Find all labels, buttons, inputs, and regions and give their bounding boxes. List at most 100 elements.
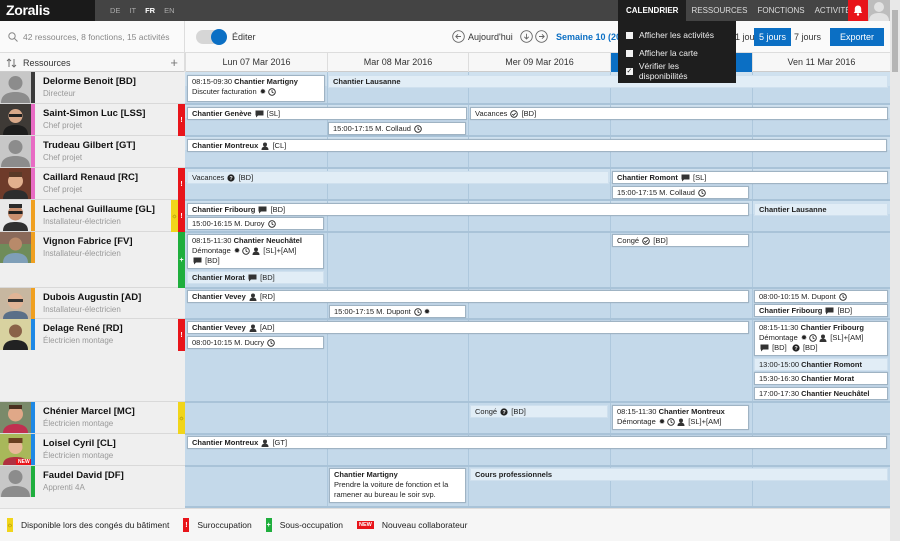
resource-row[interactable]: Lachenal Guillaume [GL] Installateur-éle… [0, 200, 185, 232]
nav-fonctions[interactable]: FONCTIONS [757, 6, 805, 15]
event-bar[interactable]: Vacances [BD] [470, 107, 888, 120]
resource-row[interactable]: NEW Loisel Cyril [CL] Électricien montag… [0, 434, 185, 466]
event-tag: [BD] [653, 236, 668, 245]
menu-item-check-availability[interactable]: ✓ Vérifier les disponibilités [626, 61, 728, 81]
event-bar[interactable]: 08:00-10:15 M. Dupont [754, 290, 888, 303]
view-5-days-button[interactable]: 5 jours [754, 28, 792, 46]
event-bar[interactable]: Chantier Fribourg [BD] [187, 203, 749, 216]
week-label[interactable]: Semaine 10 (2016) [556, 32, 635, 42]
event-line-2: Démontage ✹ [SL]+[AM] [192, 246, 319, 256]
lang-it[interactable]: IT [129, 6, 137, 15]
resource-name: Dubois Augustin [AD] [43, 292, 142, 303]
resource-name: Caillard Renaud [RC] [43, 172, 139, 183]
prev-arrow-icon[interactable] [452, 30, 465, 43]
event-bar[interactable]: 15:30-16:30 Chantier Morat [754, 372, 888, 385]
search-input[interactable]: 42 ressources, 8 fonctions, 15 activités [23, 32, 170, 42]
sort-icon[interactable] [6, 57, 17, 68]
event-bar[interactable]: Chantier Lausanne [328, 75, 888, 88]
event-bar[interactable]: Chantier Vevey [RD] [187, 290, 749, 303]
lang-de[interactable]: DE [110, 6, 121, 15]
checkbox-unchecked-icon[interactable] [626, 49, 633, 57]
event-bar[interactable]: 08:00-10:15 M. Ducry [187, 336, 324, 349]
lang-fr[interactable]: FR [145, 6, 156, 15]
notifications-button[interactable] [848, 0, 868, 21]
row-separator [185, 167, 890, 169]
checkbox-unchecked-icon[interactable] [626, 31, 633, 39]
view-1-day-button[interactable]: 1 jour [735, 21, 758, 53]
resource-row[interactable]: Delage René [RD] Électricien montage ! [0, 319, 185, 402]
nav-ressources[interactable]: RESSOURCES [691, 6, 748, 15]
resource-row[interactable]: Delorme Benoit [BD] Directeur [0, 72, 185, 104]
event-bar[interactable]: 13:00-15:00 Chantier Romont [754, 358, 888, 371]
checkbox-checked-icon[interactable]: ✓ [626, 67, 633, 75]
add-resource-button[interactable]: + [170, 55, 178, 70]
today-button[interactable]: Aujourd'hui [468, 32, 513, 42]
menu-item-show-activities[interactable]: Afficher les activités [626, 26, 728, 44]
row-separator [185, 135, 890, 137]
event-bar[interactable]: Chantier Morat [BD] [187, 271, 324, 284]
export-button[interactable]: Exporter [830, 28, 884, 46]
resource-row[interactable]: Saint-Simon Luc [LSS] Chef projet ! [0, 104, 185, 136]
event-bar[interactable]: Vacances ? [BD] [187, 171, 609, 184]
event-bar[interactable]: Chantier Montreux [GT] [187, 436, 887, 449]
search-box[interactable]: 42 ressources, 8 fonctions, 15 activités [0, 21, 185, 53]
resource-row[interactable]: Trudeau Gilbert [GT] Chef projet [0, 136, 185, 168]
lang-en[interactable]: EN [164, 6, 175, 15]
event-card[interactable]: 08:15-11:30 Chantier Neuchâtel Démontage… [187, 234, 324, 269]
event-bar[interactable]: Cours professionnels [470, 468, 888, 481]
calendar-picker-icon[interactable] [520, 30, 533, 43]
user-avatar[interactable] [868, 0, 890, 21]
resource-row[interactable]: Chénier Marcel [MC] Électricien montage … [0, 402, 185, 434]
help-icon: ? [500, 408, 508, 416]
event-bar[interactable]: Chantier Lausanne [754, 203, 888, 216]
edit-label: Éditer [232, 32, 256, 42]
calendar-grid[interactable]: 08:15-09:30 Chantier Martigny Discuter f… [185, 72, 890, 508]
resource-row[interactable]: Dubois Augustin [AD] Installateur-électr… [0, 288, 185, 319]
event-card[interactable]: 08:15-11:30 Chantier Fribourg Démontage … [754, 321, 888, 356]
event-tag: [BD] [802, 343, 818, 353]
nav-calendrier[interactable]: CALENDRIER [618, 0, 687, 21]
svg-text:?: ? [794, 346, 798, 352]
menu-item-show-map[interactable]: Afficher la carte [626, 44, 728, 62]
bell-icon [853, 5, 863, 16]
language-switcher: DE IT FR EN [110, 0, 175, 21]
nav-activites[interactable]: ACTIVITÉS [814, 6, 856, 15]
view-7-days-button[interactable]: 7 jours [794, 32, 822, 42]
event-line-1: Chantier Martigny [334, 470, 461, 480]
event-bar[interactable]: 17:00-17:30 Chantier Neuchâtel [754, 387, 888, 400]
event-bar[interactable]: Congé ? [BD] [470, 405, 608, 418]
event-bar[interactable]: 15:00-17:15 M. Collaud [328, 122, 466, 135]
resource-row[interactable]: Faudel David [DF] Apprenti 4A [0, 466, 185, 508]
role-color-bar [31, 136, 35, 167]
event-time: 17:00-17:30 [759, 389, 800, 398]
resource-row[interactable]: Caillard Renaud [RC] Chef projet ! [0, 168, 185, 200]
toggle-knob [211, 29, 227, 45]
event-bar[interactable]: Chantier Romont [SL] [612, 171, 888, 184]
clock-icon [414, 125, 422, 133]
legend: ☼ Disponible lors des congés du bâtiment… [0, 508, 890, 541]
event-bar[interactable]: Chantier Fribourg [BD] [754, 304, 888, 317]
event-desc: Démontage [192, 246, 231, 255]
edit-toggle[interactable] [196, 29, 227, 45]
event-line-2: Démontage ✹ [SL]+[AM] [617, 417, 744, 427]
event-card[interactable]: Chantier Martigny Prendre la voiture de … [329, 468, 466, 503]
next-arrow-icon[interactable] [535, 30, 548, 43]
event-bar[interactable]: 15:00-17:15 M. Collaud [612, 186, 749, 199]
event-bar[interactable]: Congé [BD] [612, 234, 749, 247]
scrollbar-thumb[interactable] [892, 10, 898, 72]
app-logo[interactable]: Zoralis [0, 0, 95, 21]
event-bar[interactable]: 15:00-16:15 M. Duroy [187, 217, 324, 230]
event-bar[interactable]: Chantier Montreux [CL] [187, 139, 887, 152]
event-bar[interactable]: 15:00-17:15 M. Dupont ✹ [329, 305, 466, 318]
avatar [0, 136, 31, 167]
event-desc: Discuter facturation [192, 87, 257, 96]
event-card[interactable]: 08:15-09:30 Chantier Martigny Discuter f… [187, 75, 325, 102]
vertical-scrollbar[interactable] [890, 0, 900, 541]
event-bar[interactable]: Chantier Vevey [AD] [187, 321, 749, 334]
resource-row[interactable]: Vignon Fabrice [FV] Installateur-électri… [0, 232, 185, 288]
clock-icon [809, 334, 817, 342]
event-card[interactable]: 08:15-11:30 Chantier Montreux Démontage … [612, 405, 749, 430]
event-bar[interactable]: Chantier Genève [SL] [187, 107, 467, 120]
person-photo-icon [0, 402, 31, 433]
event-title: Chantier Morat [801, 374, 855, 383]
